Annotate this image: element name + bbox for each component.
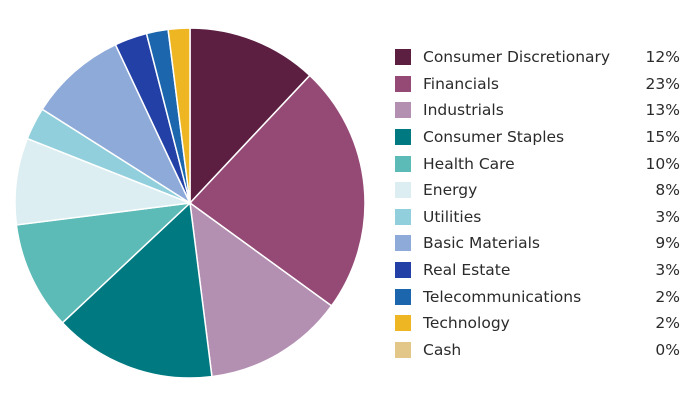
- legend-item: Technology 2%: [395, 310, 690, 337]
- legend-value: 0%: [655, 340, 680, 359]
- legend-label: Consumer Staples: [423, 128, 565, 147]
- legend-item: Health Care 10%: [395, 150, 690, 177]
- legend-swatch: [395, 75, 411, 92]
- pie-slice: [41, 43, 192, 206]
- legend-label: Industrials: [423, 101, 504, 120]
- legend-swatch: [395, 129, 411, 146]
- legend-item: Utilities 3%: [395, 204, 690, 231]
- pie-slice: [189, 201, 333, 378]
- legend-swatch: [395, 208, 411, 225]
- legend-item: Real Estate 3%: [395, 257, 690, 284]
- legend-label: Energy: [423, 181, 478, 200]
- legend-value: 15%: [645, 128, 680, 147]
- legend-value: 10%: [645, 154, 680, 173]
- legend-label: Health Care: [423, 154, 515, 173]
- pie-plot: [14, 27, 366, 379]
- legend-value: 3%: [655, 207, 680, 226]
- pie-slice: [167, 27, 191, 204]
- legend-swatch: [395, 262, 411, 279]
- legend-label: Consumer Discretionary: [423, 48, 611, 67]
- legend-label: Financials: [423, 74, 499, 93]
- legend-item: Financials 23%: [395, 71, 690, 98]
- legend-value: 23%: [645, 74, 680, 93]
- legend-value: 9%: [655, 234, 680, 253]
- legend-value: 2%: [655, 287, 680, 306]
- legend-swatch: [395, 49, 411, 66]
- legend-label: Technology: [423, 314, 510, 333]
- legend-swatch: [395, 315, 411, 332]
- legend-label: Basic Materials: [423, 234, 541, 253]
- chart-legend: Consumer Discretionary 12% Financials 23% In…: [395, 44, 690, 363]
- legend-label: Real Estate: [423, 261, 511, 280]
- legend-label: Utilities: [423, 207, 482, 226]
- legend-swatch: [395, 235, 411, 252]
- pie-slice: [61, 201, 213, 379]
- pie-slice: [188, 74, 366, 307]
- legend-value: 13%: [645, 101, 680, 120]
- legend-item: Telecommunications 2%: [395, 283, 690, 310]
- legend-item: Consumer Staples 15%: [395, 124, 690, 151]
- legend-item: Industrials 13%: [395, 97, 690, 124]
- pie-slice: [189, 27, 311, 205]
- legend-value: 8%: [655, 181, 680, 200]
- legend-value: 2%: [655, 314, 680, 333]
- legend-item: Cash 0%: [395, 337, 690, 364]
- legend-value: 3%: [655, 261, 680, 280]
- legend-item: Basic Materials 9%: [395, 230, 690, 257]
- legend-item: Energy 8%: [395, 177, 690, 204]
- legend-swatch: [395, 155, 411, 172]
- legend-label: Telecommunications: [423, 287, 582, 306]
- legend-value: 12%: [645, 48, 680, 67]
- legend-swatch: [395, 288, 411, 305]
- legend-item: Consumer Discretionary 12%: [395, 44, 690, 71]
- legend-swatch: [395, 102, 411, 119]
- legend-label: Cash: [423, 340, 462, 359]
- legend-swatch: [395, 182, 411, 199]
- legend-swatch: [395, 341, 411, 358]
- pie-slice: [15, 201, 193, 324]
